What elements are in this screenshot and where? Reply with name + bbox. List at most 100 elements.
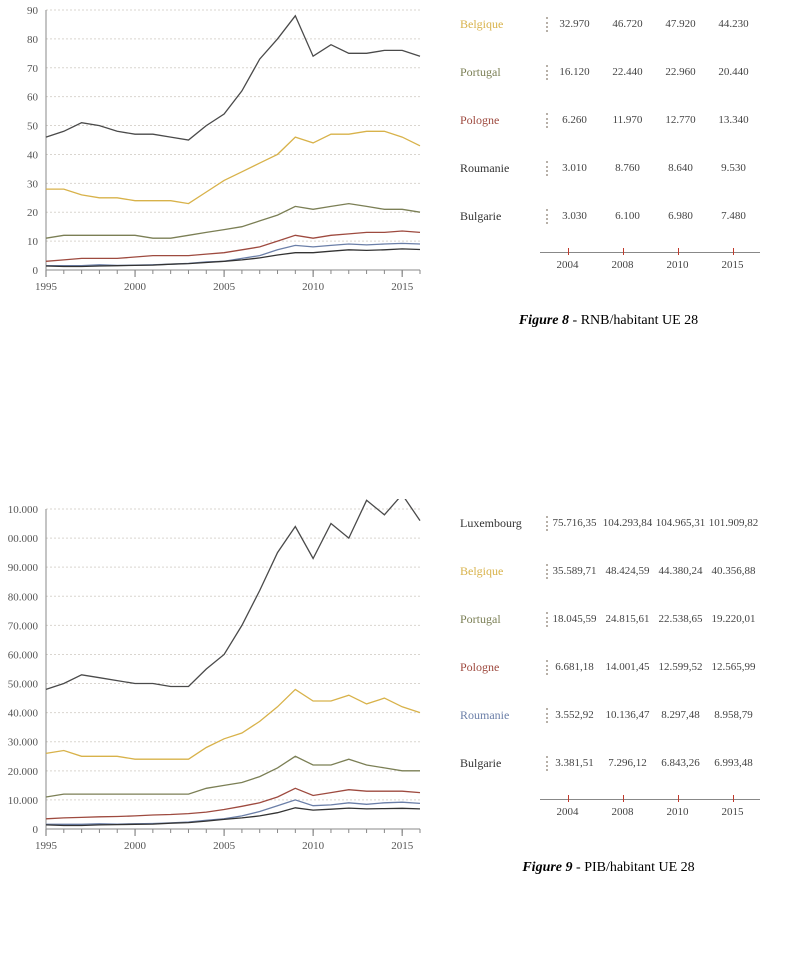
cell: 14.001,45 (601, 661, 654, 673)
cell: 32.970 (548, 18, 601, 30)
figure9-chart: 010.00020.00030.00040.00050.00060.00070.… (0, 499, 430, 859)
row-label: Luxembourg (460, 516, 548, 531)
table-axis: 2004200820102015 (540, 799, 760, 830)
svg-text:90: 90 (27, 5, 39, 17)
table-row: Belgique35.589,7148.424,5944.380,2440.35… (460, 547, 760, 595)
cell: 3.030 (548, 210, 601, 222)
cell: 6.993,48 (707, 757, 760, 769)
row-label: Roumanie (460, 708, 548, 723)
figure8-table: Belgique32.97046.72047.92044.230 Portugal… (460, 0, 760, 240)
svg-text:80: 80 (27, 34, 39, 46)
table-row: Roumanie3.0108.7608.6409.530 (460, 144, 760, 192)
svg-text:90.000: 90.000 (8, 562, 39, 574)
figure8-caption-rest: - RNB/habitant UE 28 (569, 313, 698, 328)
figure8-caption-bold: Figure 8 (519, 313, 569, 328)
figure8-chart: 010203040506070809019952000200520102015 (0, 0, 430, 300)
figure8-table-col: Belgique32.97046.72047.92044.230 Portugal… (430, 0, 787, 329)
svg-text:30.000: 30.000 (8, 737, 39, 749)
cell: 24.815,61 (601, 613, 654, 625)
svg-text:10: 10 (27, 236, 39, 248)
cell: 46.720 (601, 18, 654, 30)
cell: 16.120 (548, 66, 601, 78)
svg-text:2010: 2010 (302, 281, 325, 293)
svg-text:70: 70 (27, 63, 39, 75)
table-axis: 2004200820102015 (540, 252, 760, 283)
cell: 101.909,82 (707, 517, 760, 529)
table-row: Pologne6.681,1814.001,4512.599,5212.565,… (460, 643, 760, 691)
svg-text:40: 40 (27, 149, 39, 161)
row-label: Bulgarie (460, 209, 548, 224)
cell: 11.970 (601, 114, 654, 126)
svg-text:0: 0 (33, 824, 39, 836)
figure8-caption: Figure 8 - RNB/habitant UE 28 (430, 313, 787, 329)
row-label: Bulgarie (460, 756, 548, 771)
cell: 6.980 (654, 210, 707, 222)
row-label: Pologne (460, 113, 548, 128)
svg-text:10.000: 10.000 (8, 795, 39, 807)
row-label: Belgique (460, 17, 548, 32)
figure8-row: 010203040506070809019952000200520102015 … (0, 0, 787, 329)
svg-text:30: 30 (27, 178, 39, 190)
svg-text:2010: 2010 (302, 840, 325, 852)
cell: 48.424,59 (601, 565, 654, 577)
cell: 6.100 (601, 210, 654, 222)
svg-text:2005: 2005 (213, 281, 236, 293)
cell: 75.716,35 (548, 517, 601, 529)
svg-text:2000: 2000 (124, 840, 147, 852)
table-row: Luxembourg75.716,35104.293,84104.965,311… (460, 499, 760, 547)
cell: 8.760 (601, 162, 654, 174)
cell: 22.960 (654, 66, 707, 78)
table-row: Portugal16.12022.44022.96020.440 (460, 48, 760, 96)
cell: 19.220,01 (707, 613, 760, 625)
svg-text:20: 20 (27, 207, 39, 219)
svg-text:1995: 1995 (35, 281, 58, 293)
cell: 22.440 (601, 66, 654, 78)
svg-text:1995: 1995 (35, 840, 58, 852)
svg-text:2015: 2015 (391, 281, 414, 293)
figure9-caption: Figure 9 - PIB/habitant UE 28 (430, 860, 787, 876)
row-label: Portugal (460, 65, 548, 80)
row-label: Portugal (460, 612, 548, 627)
cell: 9.530 (707, 162, 760, 174)
table-row: Bulgarie3.381,517.296,126.843,266.993,48 (460, 739, 760, 787)
svg-text:50: 50 (27, 121, 39, 133)
cell: 3.381,51 (548, 757, 601, 769)
figure9-caption-bold: Figure 9 (522, 860, 572, 875)
svg-text:00.000: 00.000 (8, 533, 39, 545)
svg-text:60.000: 60.000 (8, 649, 39, 661)
svg-text:0: 0 (33, 265, 39, 277)
svg-text:20.000: 20.000 (8, 766, 39, 778)
cell: 22.538,65 (654, 613, 707, 625)
table-row: Portugal18.045,5924.815,6122.538,6519.22… (460, 595, 760, 643)
svg-text:10.000: 10.000 (8, 504, 39, 516)
cell: 44.380,24 (654, 565, 707, 577)
cell: 104.293,84 (601, 517, 654, 529)
figure9-svg: 010.00020.00030.00040.00050.00060.00070.… (0, 499, 430, 859)
table-row: Roumanie3.552,9210.136,478.297,488.958,7… (460, 691, 760, 739)
svg-text:60: 60 (27, 92, 39, 104)
cell: 12.565,99 (707, 661, 760, 673)
cell: 18.045,59 (548, 613, 601, 625)
svg-text:70.000: 70.000 (8, 620, 39, 632)
figure8-chart-col: 010203040506070809019952000200520102015 (0, 0, 430, 300)
cell: 6.260 (548, 114, 601, 126)
cell: 44.230 (707, 18, 760, 30)
figure9-chart-col: 010.00020.00030.00040.00050.00060.00070.… (0, 499, 430, 859)
cell: 6.843,26 (654, 757, 707, 769)
cell: 3.552,92 (548, 709, 601, 721)
cell: 40.356,88 (707, 565, 760, 577)
cell: 104.965,31 (654, 517, 707, 529)
row-label: Belgique (460, 564, 548, 579)
figure8-svg: 010203040506070809019952000200520102015 (0, 0, 430, 300)
cell: 7.296,12 (601, 757, 654, 769)
svg-text:2005: 2005 (213, 840, 236, 852)
cell: 3.010 (548, 162, 601, 174)
row-label: Pologne (460, 660, 548, 675)
svg-text:40.000: 40.000 (8, 708, 39, 720)
cell: 8.297,48 (654, 709, 707, 721)
cell: 10.136,47 (601, 709, 654, 721)
cell: 8.640 (654, 162, 707, 174)
cell: 47.920 (654, 18, 707, 30)
cell: 6.681,18 (548, 661, 601, 673)
cell: 8.958,79 (707, 709, 760, 721)
